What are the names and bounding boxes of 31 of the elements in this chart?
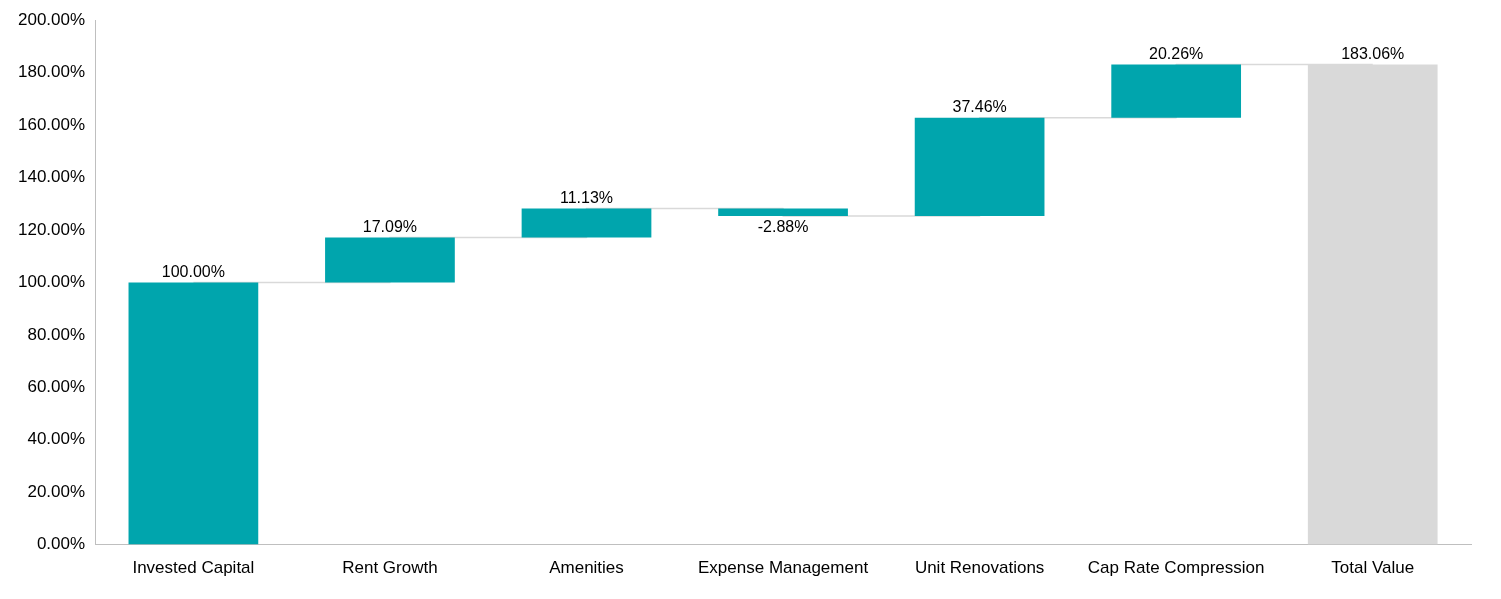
y-tick-label: 140.00%	[17, 167, 86, 187]
x-tick-label: Rent Growth	[342, 558, 438, 578]
x-tick-label: Invested Capital	[132, 558, 255, 578]
y-tick-label: 120.00%	[17, 219, 86, 239]
y-tick-label: 180.00%	[17, 62, 86, 82]
data-label: 183.06%	[1341, 45, 1405, 63]
x-tick-label: Amenities	[549, 558, 624, 578]
data-label: -2.88%	[757, 218, 809, 236]
y-tick-label: 0.00%	[36, 534, 86, 554]
data-label: 17.09%	[362, 218, 418, 235]
bar	[521, 208, 652, 238]
y-tick-label: 200.00%	[17, 9, 86, 29]
x-tick-label: Total Value	[1331, 558, 1415, 578]
x-tick-label: Unit Renovations	[914, 558, 1045, 578]
bar	[718, 208, 848, 216]
y-tick-label: 80.00%	[27, 324, 86, 344]
y-tick-label: 60.00%	[27, 376, 86, 396]
data-label: 20.26%	[1149, 45, 1204, 63]
x-tick-label: Cap Rate Compression	[1087, 558, 1265, 578]
y-tick-label: 20.00%	[27, 481, 86, 501]
x-tick-label: Expense Management	[698, 558, 869, 578]
bar	[128, 282, 259, 545]
bar	[325, 237, 455, 283]
bar	[914, 117, 1045, 216]
y-tick-label: 160.00%	[17, 114, 86, 134]
data-label: 37.46%	[952, 98, 1007, 116]
bar	[1111, 64, 1242, 118]
y-tick-label: 40.00%	[27, 429, 86, 449]
y-tick-label: 100.00%	[17, 272, 86, 292]
data-label: 100.00%	[161, 262, 225, 280]
data-label: 11.13%	[559, 188, 614, 206]
